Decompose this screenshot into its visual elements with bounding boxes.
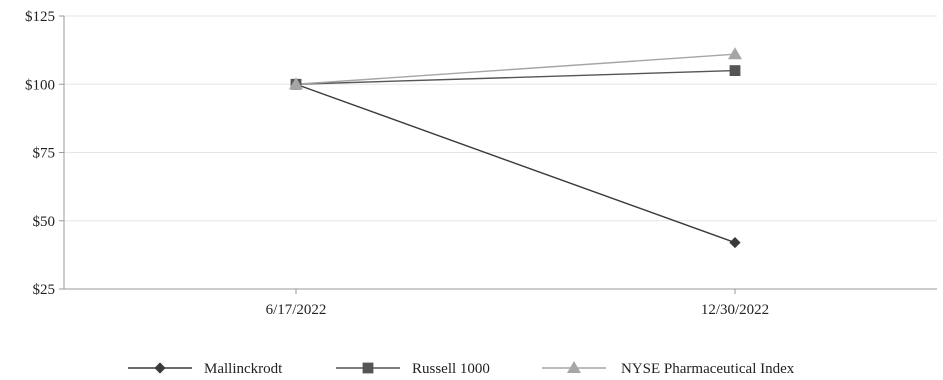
- data-point: [727, 47, 743, 60]
- legend-marker: [362, 362, 374, 374]
- series-line-1: [295, 83, 736, 244]
- legend-label: Mallinckrodt: [204, 361, 283, 377]
- tick-labels: $25 $50 $75 $100 $125 6/17/2022 12/30/2022: [25, 9, 769, 318]
- legend: Mallinckrodt Russell 1000 NYSE Pharmaceuti…: [128, 360, 795, 377]
- x-tick-label: 6/17/2022: [266, 302, 327, 318]
- legend-marker: [154, 362, 166, 374]
- data-point: [729, 237, 741, 249]
- axes: [59, 15, 937, 294]
- y-tick-label: $125: [25, 9, 55, 25]
- y-tick-label: $75: [33, 146, 56, 162]
- data-point: [729, 65, 741, 76]
- y-tick-label: $50: [33, 214, 56, 230]
- y-tick-label: $25: [33, 282, 56, 298]
- series-line-3: [295, 53, 736, 85]
- series-lines: [288, 47, 743, 249]
- x-tick-label: 12/30/2022: [701, 302, 769, 318]
- legend-label: NYSE Pharmaceutical Index: [621, 361, 795, 377]
- legend-label: Russell 1000: [412, 361, 490, 377]
- data-point: [288, 77, 304, 90]
- gridlines: [64, 15, 937, 222]
- y-tick-label: $100: [25, 77, 55, 93]
- series-line-2: [295, 69, 736, 85]
- legend-marker: [566, 360, 582, 374]
